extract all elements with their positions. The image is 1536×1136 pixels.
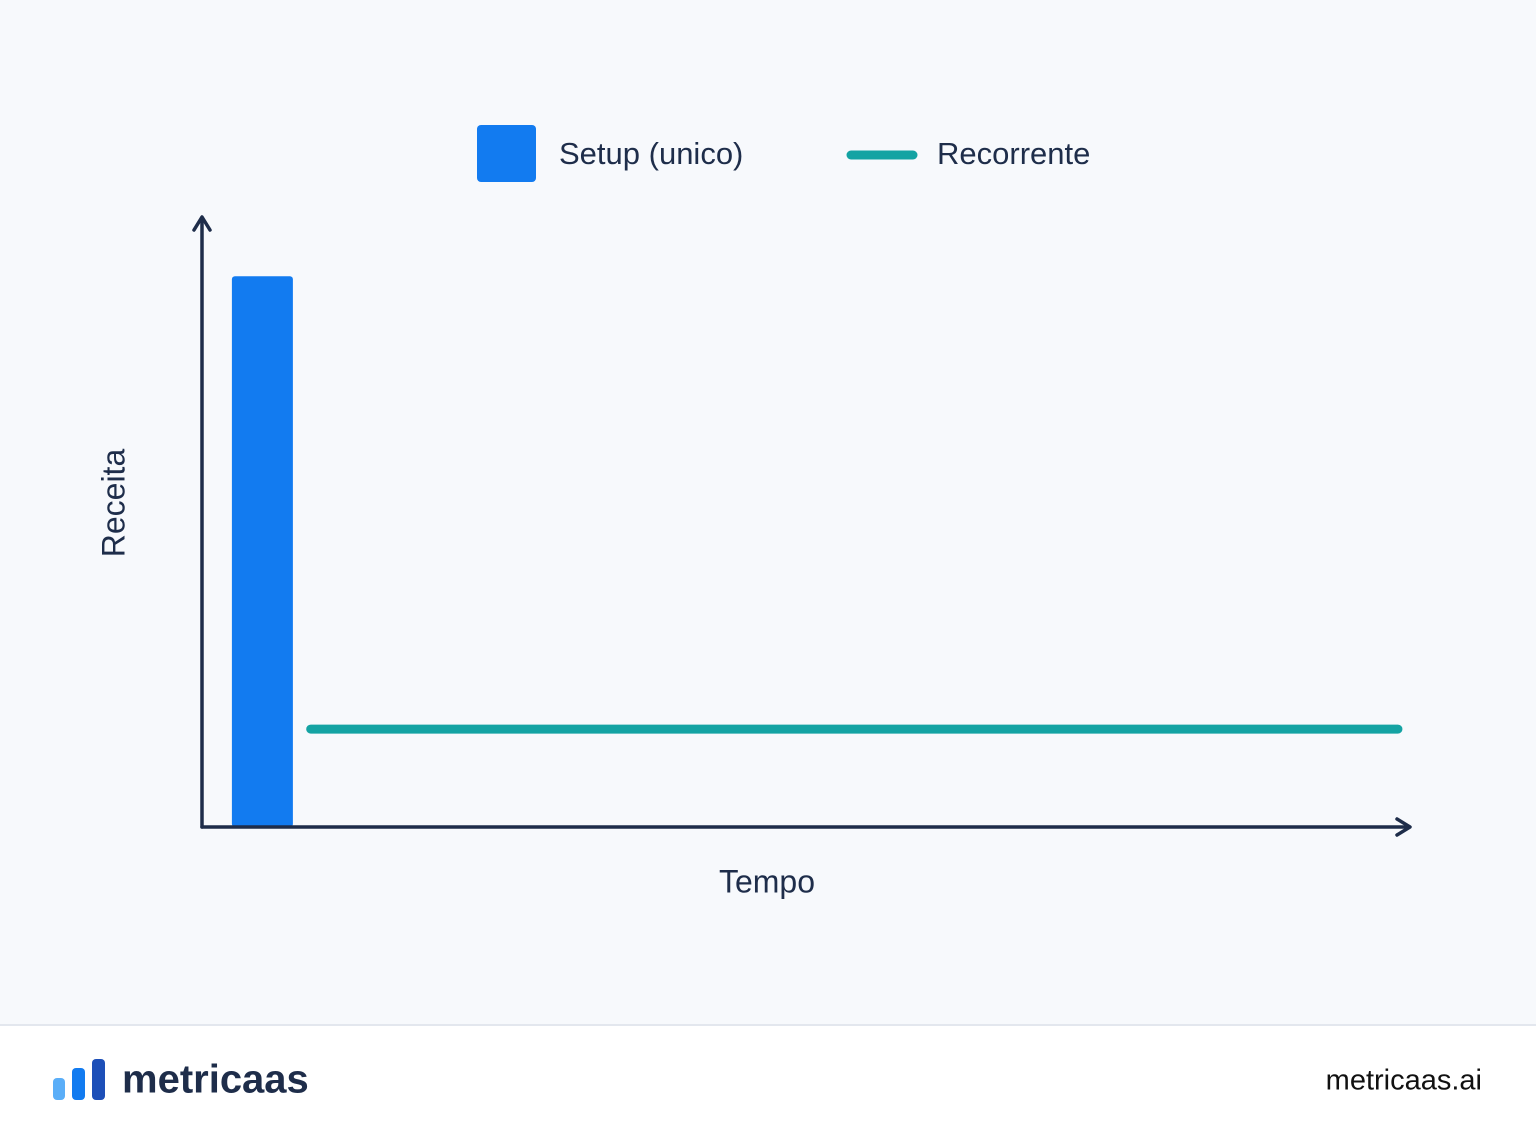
brand: metricaas xyxy=(122,1058,309,1102)
legend: Setup (unico) Recorrente xyxy=(477,125,1090,182)
axes xyxy=(192,215,1412,837)
legend-label: Setup (unico) xyxy=(559,136,743,171)
plot xyxy=(231,276,1403,827)
footer-url[interactable]: metricaas.ai xyxy=(1326,1065,1482,1097)
bar xyxy=(231,276,293,827)
y-axis-label: Receita xyxy=(95,449,131,558)
legend-label: Recorrente xyxy=(937,136,1090,171)
footer xyxy=(0,1025,1536,1136)
x-axis-label: Tempo xyxy=(719,863,815,899)
logo-icon xyxy=(53,1059,105,1100)
legend-swatch xyxy=(477,125,536,182)
